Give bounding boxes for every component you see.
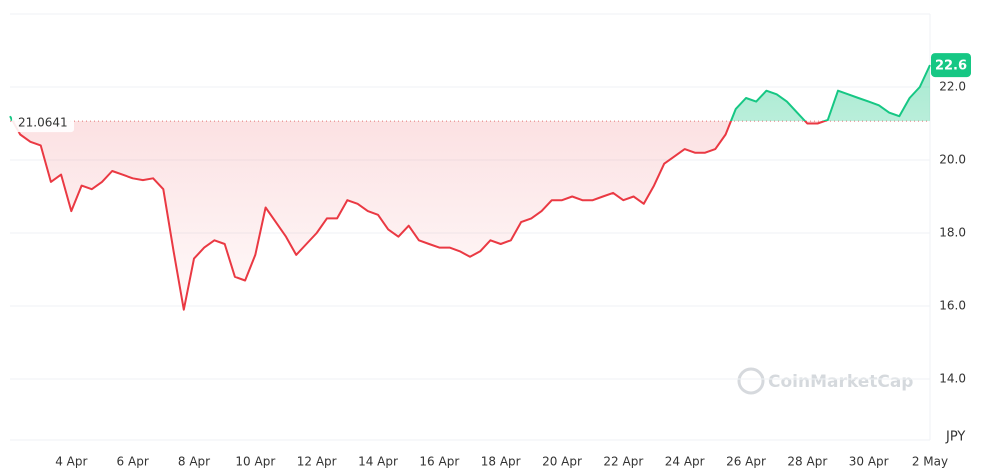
y-tick-label: 22.0 bbox=[939, 80, 966, 94]
baseline-label: 21.0641 bbox=[18, 116, 68, 130]
area bbox=[10, 65, 930, 310]
x-tick-label: 4 Apr bbox=[55, 455, 87, 469]
x-tick-label: 26 Apr bbox=[726, 455, 766, 469]
price-badge bbox=[931, 53, 971, 78]
y-tick-label: 14.0 bbox=[939, 372, 966, 386]
x-tick-label: 8 Apr bbox=[178, 455, 210, 469]
x-tick-label: 22 Apr bbox=[603, 455, 643, 469]
x-tick-label: 16 Apr bbox=[419, 455, 459, 469]
baseline-badge bbox=[12, 110, 74, 133]
price-line bbox=[9, 64, 931, 311]
x-tick-label: 14 Apr bbox=[358, 455, 398, 469]
y-tick-label: 20.0 bbox=[939, 153, 966, 167]
x-tick-label: 12 Apr bbox=[297, 455, 337, 469]
currency-label: JPY bbox=[945, 430, 965, 445]
x-tick-label: 20 Apr bbox=[542, 455, 582, 469]
x-tick-label: 10 Apr bbox=[235, 455, 275, 469]
y-tick-label: 16.0 bbox=[939, 299, 966, 313]
watermark: CoinMarketCap bbox=[737, 367, 913, 395]
watermark-text: CoinMarketCap bbox=[768, 372, 913, 392]
x-tick-label: 6 Apr bbox=[117, 455, 149, 469]
x-tick-label: 2 May bbox=[912, 455, 948, 469]
x-tick-label: 24 Apr bbox=[665, 455, 705, 469]
y-tick-label: 18.0 bbox=[939, 226, 966, 240]
x-tick-label: 18 Apr bbox=[481, 455, 521, 469]
x-tick-label: 30 Apr bbox=[849, 455, 889, 469]
price-badge-label: 22.6 bbox=[935, 59, 967, 74]
x-tick-label: 28 Apr bbox=[787, 455, 827, 469]
